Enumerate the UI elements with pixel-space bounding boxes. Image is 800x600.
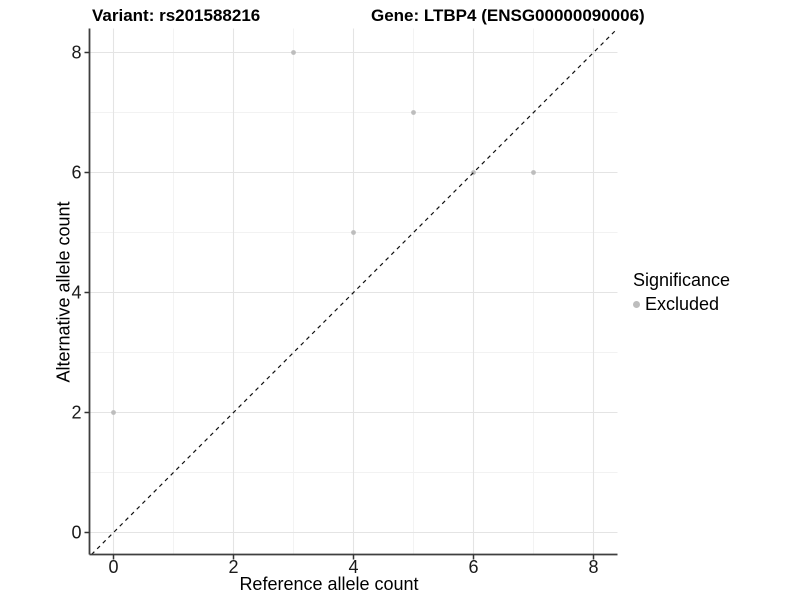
data-point: [351, 230, 356, 235]
y-tick-label: 2: [71, 403, 81, 423]
x-tick-label: 6: [468, 557, 478, 577]
major-gridlines: [89, 28, 618, 555]
variant-title: Variant: rs201588216: [92, 6, 261, 25]
legend: Significance Excluded: [632, 270, 730, 315]
y-tick-label: 0: [71, 523, 81, 543]
x-tick-label: 0: [108, 557, 118, 577]
legend-item-label: Excluded: [645, 294, 720, 314]
data-point: [531, 170, 536, 175]
x-tick-label: 4: [348, 557, 358, 577]
x-axis-title: Reference allele count: [239, 574, 419, 594]
data-point: [291, 50, 296, 55]
legend-title: Significance: [633, 270, 731, 290]
y-tick-label: 8: [71, 43, 81, 63]
data-point: [111, 410, 116, 415]
data-point: [411, 110, 416, 115]
legend-item: Excluded: [632, 294, 730, 315]
y-tick-label: 6: [71, 163, 81, 183]
ticks-and-labels: 0 2 4 6 8 0 2 4 6 8: [71, 43, 598, 578]
gene-title: Gene: LTBP4 (ENSG00000090006): [371, 6, 645, 25]
y-axis-title: Alternative allele count: [53, 201, 74, 383]
data-points: [111, 50, 536, 415]
x-tick-label: 8: [588, 557, 598, 577]
x-tick-label: 2: [228, 557, 238, 577]
legend-point-icon: [633, 301, 640, 308]
y-tick-label: 4: [71, 283, 81, 303]
identity-line: [91, 28, 618, 555]
